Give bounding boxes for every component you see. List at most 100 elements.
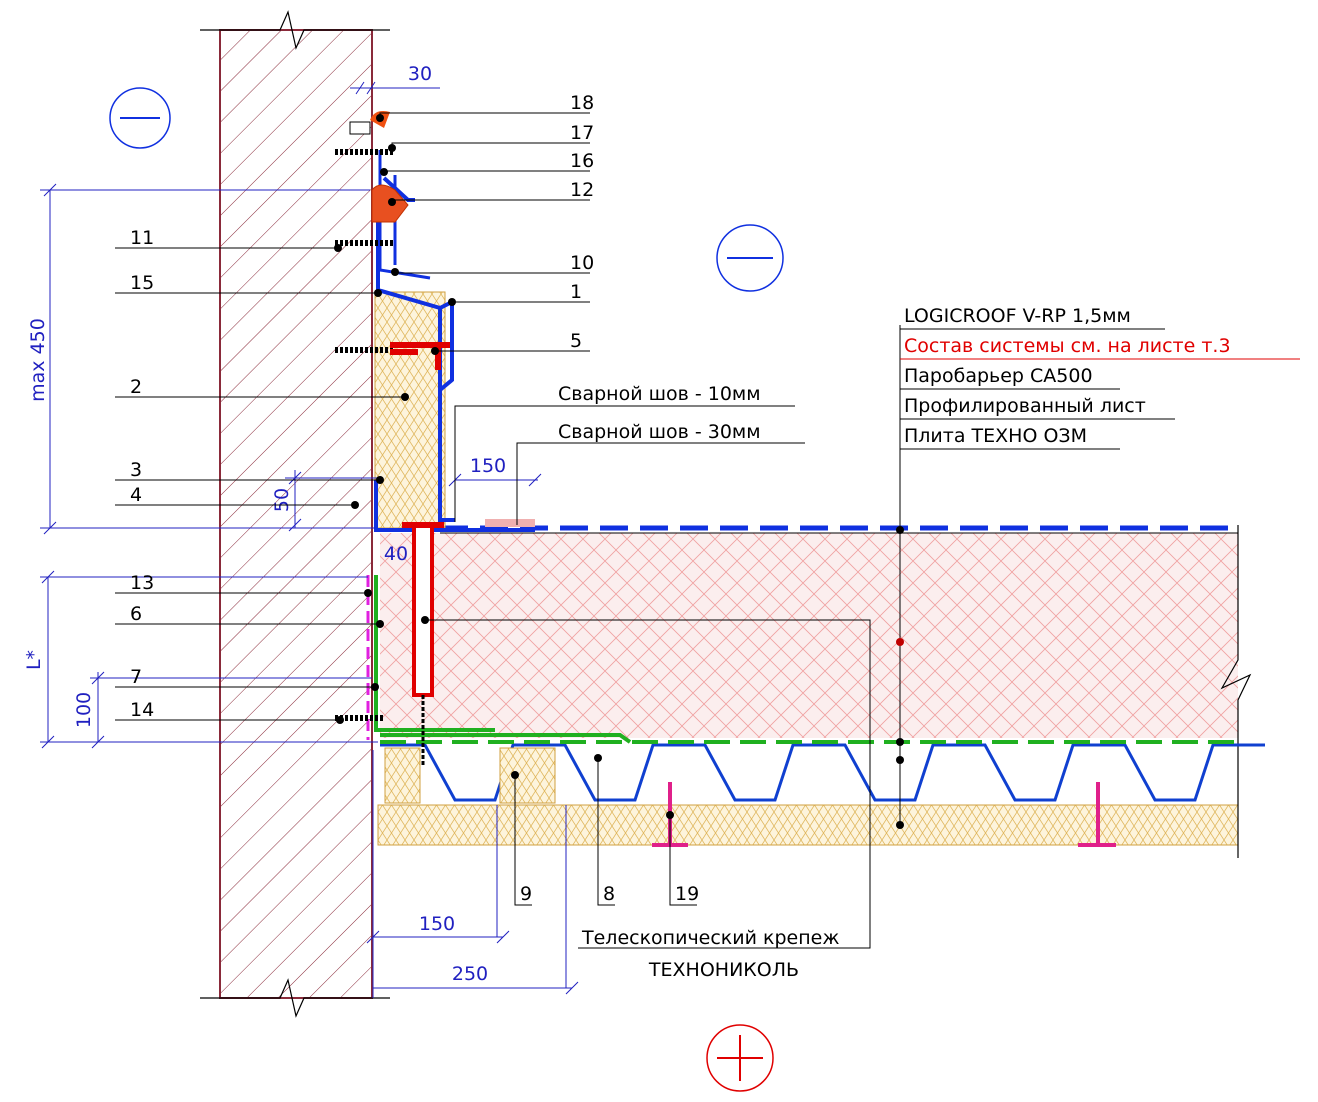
leader-dot — [511, 771, 519, 779]
callout: 9 — [520, 883, 532, 905]
leader-dot — [336, 716, 344, 724]
leader — [597, 758, 615, 906]
leader-dot — [364, 589, 372, 597]
drawing-element — [373, 805, 579, 995]
drawing-element — [349, 121, 371, 135]
weld-label: Сварной шов - 10мм — [558, 383, 761, 405]
callout: 12 — [570, 179, 594, 201]
callout: 4 — [130, 484, 142, 506]
callout: 7 — [130, 666, 142, 688]
leader-dot — [594, 754, 602, 762]
weld-label: Сварной шов - 30мм — [558, 421, 761, 443]
callout: 1 — [570, 281, 582, 303]
callout: 17 — [570, 122, 594, 144]
drawing-element — [109, 87, 171, 149]
layer-label: Плита ТЕХНО ОЗМ — [904, 425, 1087, 447]
drawing-element — [219, 29, 373, 999]
drawing-element — [285, 470, 378, 532]
drawing-element — [377, 804, 1239, 846]
drawing-element — [366, 750, 510, 998]
drawing-element — [716, 224, 784, 292]
layer-label: Состав системы см. на листе т.3 — [904, 335, 1231, 357]
dimension: 50 — [271, 488, 293, 512]
leader-dot — [896, 638, 904, 646]
callout: 14 — [130, 699, 154, 721]
leader — [379, 112, 590, 118]
drawing-element — [402, 522, 444, 528]
callout: 8 — [603, 883, 615, 905]
leader-dot — [334, 244, 342, 252]
callout: 6 — [130, 603, 142, 625]
leader — [514, 775, 532, 906]
leader — [669, 815, 697, 906]
leader-dot — [896, 756, 904, 764]
leader — [394, 272, 590, 274]
leader-dot — [666, 811, 674, 819]
drawing-element — [350, 81, 440, 95]
fastener-label: ТЕХНОНИКОЛЬ — [648, 959, 799, 981]
leader — [383, 170, 590, 172]
leader-dot — [376, 114, 384, 122]
leader-dot — [421, 616, 429, 624]
leader-dot — [896, 738, 904, 746]
leader-dot — [448, 298, 456, 306]
drawing-element — [335, 149, 395, 721]
fastener-label: Телескопический крепеж — [581, 927, 839, 949]
drawing-element — [485, 519, 535, 527]
callout: 16 — [570, 150, 594, 172]
drawing-element — [40, 570, 378, 749]
drawing-element — [706, 1024, 774, 1092]
callout: 3 — [130, 459, 142, 481]
drawing-element — [499, 747, 556, 804]
dimension: 30 — [408, 63, 432, 85]
callout: 18 — [570, 92, 594, 114]
drawing-element — [717, 1035, 763, 1081]
leader-dot — [431, 347, 439, 355]
layer-label: LOGICROOF V-RP 1,5мм — [904, 305, 1131, 327]
leader-dot — [401, 393, 409, 401]
callout: 11 — [130, 227, 154, 249]
callout: 5 — [570, 330, 582, 352]
callout: 2 — [130, 376, 142, 398]
leader-dot — [380, 168, 388, 176]
leader-dot — [896, 821, 904, 829]
drawing-element — [90, 671, 372, 749]
dimension: 100 — [73, 692, 95, 728]
dimension: max 450 — [27, 318, 49, 402]
drawing-element — [412, 523, 434, 697]
drawing-element — [374, 575, 632, 744]
leader-dot — [896, 526, 904, 534]
leader — [391, 142, 590, 148]
leader-dot — [388, 144, 396, 152]
drawing-element — [40, 81, 579, 998]
leader — [391, 199, 590, 202]
drawing-element — [380, 533, 1238, 738]
callout: 10 — [570, 252, 594, 274]
leader-dot — [376, 620, 384, 628]
drawing-element — [200, 10, 390, 1018]
drawing-element — [380, 743, 1265, 802]
drawing-element — [374, 291, 446, 529]
leader-dot — [371, 683, 379, 691]
drawing-element — [40, 183, 375, 535]
callout: 15 — [130, 272, 154, 294]
dimension: 150 — [419, 913, 455, 935]
dimension: 40 — [384, 543, 408, 565]
leader-dot — [351, 501, 359, 509]
drawing-element — [425, 325, 901, 949]
dimension: 250 — [452, 963, 488, 985]
leader-dot — [388, 198, 396, 206]
dimension: 150 — [470, 455, 506, 477]
drawing-element — [1220, 525, 1252, 858]
callout: 19 — [675, 883, 699, 905]
leader-dot — [391, 268, 399, 276]
drawing-element — [384, 747, 421, 804]
dimension: L* — [23, 650, 45, 670]
leader-dot — [374, 289, 382, 297]
layer-label: Профилированный лист — [904, 395, 1146, 417]
layer-label: Паробарьер CA500 — [904, 365, 1093, 387]
callout: 13 — [130, 572, 154, 594]
leader-dot — [376, 476, 384, 484]
